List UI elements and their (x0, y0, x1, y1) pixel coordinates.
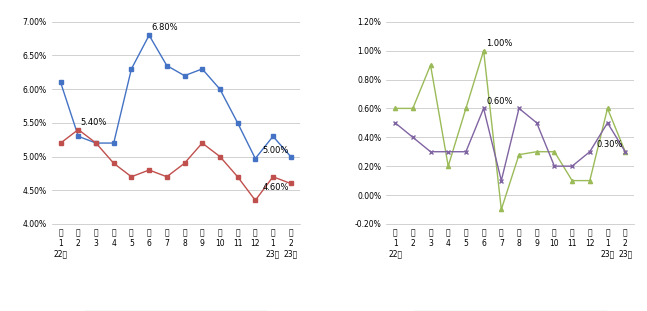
월간(MoM) 종합(헤드라인) (426, 63, 434, 67)
연간(YoY) 종합(헤드라인) (234, 121, 241, 125)
월간(MoM) 종합(헤드라인) (479, 49, 487, 53)
연간(YoY) 종합(헤드라인) (199, 67, 206, 71)
월간(MoM) 근원(코어) (586, 150, 594, 154)
연간(YoY) 종합(헤드라인) (57, 81, 65, 84)
연간(YoY) 종합(헤드라인) (287, 155, 294, 158)
연간(YoY) 종합(헤드라인) (252, 157, 259, 160)
연간(YoY) 종합(헤드라인) (269, 134, 277, 138)
연간(YoY) 종합(헤드라인) (145, 33, 153, 37)
Line: 연간(YoY) 근원(코어): 연간(YoY) 근원(코어) (58, 128, 293, 202)
연간(YoY) 근원(코어) (57, 141, 65, 145)
Text: 4.60%: 4.60% (263, 183, 289, 192)
월간(MoM) 근원(코어) (604, 121, 611, 125)
연간(YoY) 근원(코어) (181, 161, 188, 165)
연간(YoY) 근원(코어) (287, 182, 294, 185)
Line: 월간(MoM) 종합(헤드라인): 월간(MoM) 종합(헤드라인) (393, 49, 628, 211)
연간(YoY) 근원(코어) (269, 175, 277, 179)
Text: 5.00%: 5.00% (263, 146, 289, 155)
월간(MoM) 종합(헤드라인) (568, 179, 576, 183)
월간(MoM) 종합(헤드라인) (604, 107, 611, 110)
월간(MoM) 종합(헤드라인) (533, 150, 541, 154)
월간(MoM) 근원(코어) (391, 121, 399, 125)
월간(MoM) 종합(헤드라인) (621, 150, 629, 154)
월간(MoM) 근원(코어) (462, 150, 470, 154)
월간(MoM) 종합(헤드라인) (444, 164, 452, 168)
월간(MoM) 근원(코어) (621, 150, 629, 154)
Text: 0.30%: 0.30% (597, 140, 624, 149)
월간(MoM) 근원(코어) (498, 179, 505, 183)
월간(MoM) 근원(코어) (479, 107, 487, 110)
월간(MoM) 종합(헤드라인) (462, 107, 470, 110)
월간(MoM) 근원(코어) (444, 150, 452, 154)
연간(YoY) 근원(코어) (92, 141, 100, 145)
Line: 연간(YoY) 종합(헤드라인): 연간(YoY) 종합(헤드라인) (58, 33, 293, 161)
월간(MoM) 근원(코어) (551, 164, 558, 168)
연간(YoY) 종합(헤드라인) (110, 141, 118, 145)
월간(MoM) 종합(헤드라인) (391, 107, 399, 110)
Text: 5.40%: 5.40% (80, 118, 107, 127)
월간(MoM) 종합(헤드라인) (498, 208, 505, 211)
연간(YoY) 종합(헤드라인) (163, 64, 171, 67)
연간(YoY) 근원(코어) (127, 175, 135, 179)
월간(MoM) 근원(코어) (533, 121, 541, 125)
Text: 6.80%: 6.80% (152, 23, 179, 32)
연간(YoY) 근원(코어) (252, 198, 259, 202)
연간(YoY) 근원(코어) (110, 161, 118, 165)
월간(MoM) 근원(코어) (568, 164, 576, 168)
Text: 0.60%: 0.60% (487, 96, 513, 105)
연간(YoY) 근원(코어) (216, 155, 224, 158)
월간(MoM) 근원(코어) (515, 107, 523, 110)
월간(MoM) 종합(헤드라인) (515, 153, 523, 156)
연간(YoY) 근원(코어) (199, 141, 206, 145)
월간(MoM) 종합(헤드라인) (586, 179, 594, 183)
연간(YoY) 근원(코어) (145, 168, 153, 172)
연간(YoY) 종합(헤드라인) (74, 134, 82, 138)
연간(YoY) 종합(헤드라인) (181, 74, 188, 77)
연간(YoY) 종합(헤드라인) (216, 87, 224, 91)
연간(YoY) 종합(헤드라인) (92, 141, 100, 145)
연간(YoY) 근원(코어) (163, 175, 171, 179)
Text: 1.00%: 1.00% (487, 39, 512, 48)
연간(YoY) 근원(코어) (74, 128, 82, 132)
연간(YoY) 근원(코어) (234, 175, 241, 179)
월간(MoM) 종합(헤드라인) (551, 150, 558, 154)
월간(MoM) 종합(헤드라인) (409, 107, 417, 110)
월간(MoM) 근원(코어) (409, 135, 417, 139)
월간(MoM) 근원(코어) (426, 150, 434, 154)
연간(YoY) 종합(헤드라인) (127, 67, 135, 71)
Line: 월간(MoM) 근원(코어): 월간(MoM) 근원(코어) (393, 106, 628, 183)
